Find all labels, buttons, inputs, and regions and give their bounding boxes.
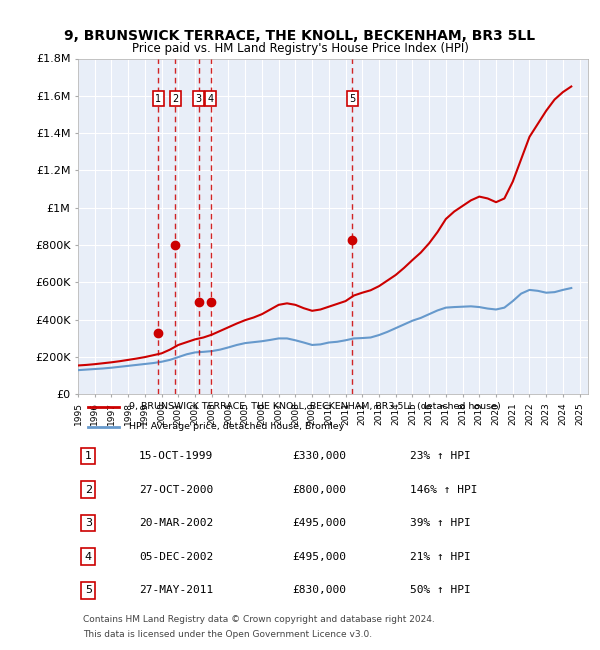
- Text: £800,000: £800,000: [292, 485, 346, 495]
- Text: 20-MAR-2002: 20-MAR-2002: [139, 518, 214, 528]
- Text: 3: 3: [85, 518, 92, 528]
- Text: 1: 1: [85, 451, 92, 461]
- Text: 9, BRUNSWICK TERRACE, THE KNOLL, BECKENHAM, BR3 5LL (detached house): 9, BRUNSWICK TERRACE, THE KNOLL, BECKENH…: [129, 402, 501, 411]
- Text: 5: 5: [85, 586, 92, 595]
- Text: £495,000: £495,000: [292, 552, 346, 562]
- Text: £495,000: £495,000: [292, 518, 346, 528]
- Text: 23% ↑ HPI: 23% ↑ HPI: [409, 451, 470, 461]
- Text: 9, BRUNSWICK TERRACE, THE KNOLL, BECKENHAM, BR3 5LL: 9, BRUNSWICK TERRACE, THE KNOLL, BECKENH…: [64, 29, 536, 43]
- Text: 2: 2: [85, 485, 92, 495]
- Text: 5: 5: [349, 94, 355, 104]
- Text: 15-OCT-1999: 15-OCT-1999: [139, 451, 214, 461]
- Text: 4: 4: [208, 94, 214, 104]
- Text: 146% ↑ HPI: 146% ↑ HPI: [409, 485, 477, 495]
- Text: 1: 1: [155, 94, 161, 104]
- Text: 4: 4: [85, 552, 92, 562]
- Text: 2: 2: [172, 94, 178, 104]
- Text: Contains HM Land Registry data © Crown copyright and database right 2024.: Contains HM Land Registry data © Crown c…: [83, 615, 435, 623]
- Text: 05-DEC-2002: 05-DEC-2002: [139, 552, 214, 562]
- Text: 21% ↑ HPI: 21% ↑ HPI: [409, 552, 470, 562]
- Text: £330,000: £330,000: [292, 451, 346, 461]
- Text: 50% ↑ HPI: 50% ↑ HPI: [409, 586, 470, 595]
- Text: 27-MAY-2011: 27-MAY-2011: [139, 586, 214, 595]
- Text: £830,000: £830,000: [292, 586, 346, 595]
- Text: This data is licensed under the Open Government Licence v3.0.: This data is licensed under the Open Gov…: [83, 630, 372, 638]
- Text: 39% ↑ HPI: 39% ↑ HPI: [409, 518, 470, 528]
- Text: 27-OCT-2000: 27-OCT-2000: [139, 485, 214, 495]
- Text: 3: 3: [196, 94, 202, 104]
- Text: Price paid vs. HM Land Registry's House Price Index (HPI): Price paid vs. HM Land Registry's House …: [131, 42, 469, 55]
- Text: HPI: Average price, detached house, Bromley: HPI: Average price, detached house, Brom…: [129, 422, 344, 431]
